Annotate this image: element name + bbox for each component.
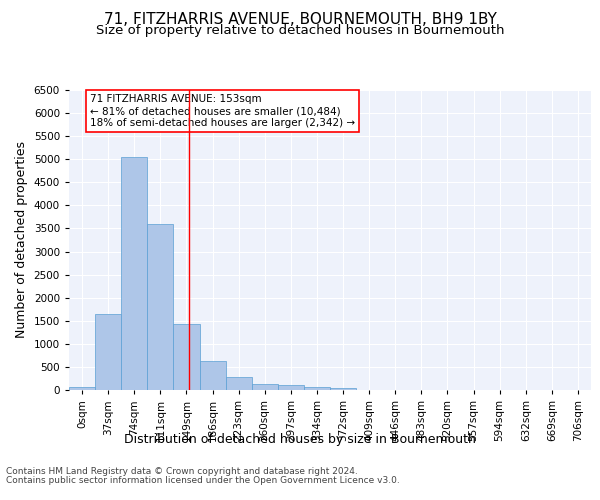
Bar [226, 376, 252, 390]
Y-axis label: Number of detached properties: Number of detached properties [15, 142, 28, 338]
Text: Size of property relative to detached houses in Bournemouth: Size of property relative to detached ho… [96, 24, 504, 37]
Text: Contains public sector information licensed under the Open Government Licence v3: Contains public sector information licen… [6, 476, 400, 485]
Text: 71, FITZHARRIS AVENUE, BOURNEMOUTH, BH9 1BY: 71, FITZHARRIS AVENUE, BOURNEMOUTH, BH9 … [104, 12, 496, 28]
Bar [148, 224, 173, 390]
Bar [252, 384, 278, 390]
Text: Distribution of detached houses by size in Bournemouth: Distribution of detached houses by size … [124, 432, 476, 446]
Bar [199, 362, 226, 390]
Text: 71 FITZHARRIS AVENUE: 153sqm
← 81% of detached houses are smaller (10,484)
18% o: 71 FITZHARRIS AVENUE: 153sqm ← 81% of de… [90, 94, 355, 128]
Bar [121, 157, 148, 390]
Bar [69, 386, 95, 390]
Bar [173, 324, 199, 390]
Bar [95, 314, 121, 390]
Bar [330, 388, 356, 390]
Bar [278, 386, 304, 390]
Bar [304, 386, 330, 390]
Text: Contains HM Land Registry data © Crown copyright and database right 2024.: Contains HM Land Registry data © Crown c… [6, 468, 358, 476]
